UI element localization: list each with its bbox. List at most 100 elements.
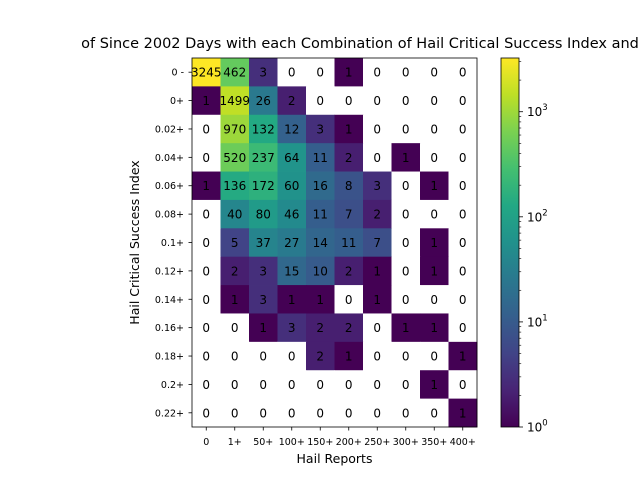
cell-value-label: 0 <box>430 208 438 222</box>
heatmap-cell <box>249 256 278 286</box>
cell-value-label: 0 <box>402 122 410 136</box>
heatmap-cell <box>192 86 221 116</box>
heatmap-cell <box>334 370 364 400</box>
cell-value-label: 1 <box>430 321 438 335</box>
cell-value-label: 0 <box>459 378 467 392</box>
y-tick-label: 0.12+ <box>155 266 184 277</box>
heatmap-cell <box>306 58 335 87</box>
cell-value-label: 0 <box>402 66 410 80</box>
cell-value-label: 0 <box>430 406 438 420</box>
heatmap-cell <box>448 199 478 229</box>
heatmap-cell <box>448 370 478 400</box>
cell-value-label: 1 <box>202 94 210 108</box>
heatmap-cell <box>363 398 392 428</box>
cell-value-label: 0 <box>430 151 438 165</box>
chart-title: of Since 2002 Days with each Combination… <box>81 36 639 52</box>
cell-value-label: 11 <box>341 236 356 250</box>
y-tick-label: 0.14+ <box>155 295 184 306</box>
heatmap-cell <box>306 398 335 428</box>
x-tick-label: 200+ <box>336 437 362 448</box>
cell-value-label: 2 <box>345 321 353 335</box>
cell-value-label: 0 <box>459 208 467 222</box>
heatmap-cell <box>249 370 278 400</box>
heatmap-cell <box>391 58 421 87</box>
heatmap-cell <box>306 171 335 201</box>
cell-value-label: 1 <box>430 236 438 250</box>
heatmap-cell <box>249 86 278 116</box>
heatmap-cell <box>306 143 335 172</box>
heatmap-cell <box>420 285 449 314</box>
cell-value-label: 0 <box>345 378 353 392</box>
heatmap-cell <box>391 256 421 286</box>
heatmap-cell <box>391 313 421 343</box>
colorbar-tick-label: 102 <box>527 208 548 224</box>
cell-value-label: 0 <box>402 378 410 392</box>
heatmap-cell <box>306 114 335 144</box>
cell-value-label: 1 <box>259 321 267 335</box>
heatmap-cell <box>192 341 221 371</box>
cell-value-label: 80 <box>256 208 271 222</box>
y-tick-label: 0.16+ <box>155 323 184 334</box>
x-axis-label: Hail Reports <box>297 451 373 466</box>
heatmap-cell <box>277 199 307 229</box>
heatmap-cell <box>306 199 335 229</box>
cell-value-label: 0 <box>373 378 381 392</box>
cell-value-label: 0 <box>202 293 210 307</box>
heatmap-cell <box>448 341 478 371</box>
cell-value-label: 0 <box>459 321 467 335</box>
heatmap-cell <box>277 228 307 258</box>
heatmap-cell <box>220 228 250 258</box>
heatmap-cell <box>448 171 478 201</box>
heatmap-cell <box>277 256 307 286</box>
cell-value-label: 2 <box>373 208 381 222</box>
heatmap-cell <box>448 58 478 87</box>
cell-value-label: 1 <box>373 264 381 278</box>
heatmap-cell <box>420 313 449 343</box>
heatmap-cell <box>391 228 421 258</box>
heatmap-cell <box>334 86 364 116</box>
cell-value-label: 0 <box>430 122 438 136</box>
heatmap-cell <box>220 171 250 201</box>
x-tick-label: 400+ <box>450 437 476 448</box>
heatmap-cell <box>391 86 421 116</box>
heatmap-cell <box>448 313 478 343</box>
cell-value-label: 0 <box>202 350 210 364</box>
heatmap-cell <box>391 143 421 172</box>
heatmap-cells <box>192 58 478 428</box>
cell-value-label: 0 <box>373 94 381 108</box>
heatmap-cell <box>192 370 221 400</box>
cell-value-label: 0 <box>402 293 410 307</box>
y-tick-label: 0.22+ <box>155 408 184 419</box>
heatmap-cell <box>448 285 478 314</box>
cell-value-label: 1 <box>316 293 324 307</box>
cell-value-label: 0 <box>402 264 410 278</box>
heatmap-cell <box>420 114 449 144</box>
heatmap-cell <box>277 398 307 428</box>
heatmap-cell <box>391 285 421 314</box>
heatmap-cell <box>249 228 278 258</box>
cell-value-label: 0 <box>288 406 296 420</box>
cell-value-label: 64 <box>284 151 299 165</box>
heatmap-cell <box>420 143 449 172</box>
cell-value-label: 0 <box>288 378 296 392</box>
cell-value-label: 0 <box>402 406 410 420</box>
heatmap-cell <box>306 313 335 343</box>
cell-value-label: 12 <box>284 122 299 136</box>
heatmap-cell <box>391 114 421 144</box>
cell-value-label: 3 <box>373 179 381 193</box>
cell-value-label: 0 <box>373 321 381 335</box>
heatmap-cell <box>363 313 392 343</box>
heatmap-cell <box>192 199 221 229</box>
heatmap-cell <box>420 171 449 201</box>
x-tick-label: 0 <box>203 437 209 448</box>
cell-value-label: 37 <box>256 236 271 250</box>
heatmap-cell <box>448 86 478 116</box>
heatmap-cell <box>220 341 250 371</box>
heatmap-cell <box>420 341 449 371</box>
cell-value-label: 0 <box>459 293 467 307</box>
heatmap-cell <box>306 228 335 258</box>
cell-value-label: 0 <box>202 321 210 335</box>
cell-value-label: 16 <box>313 179 328 193</box>
y-tick-label: 0.06+ <box>155 181 184 192</box>
heatmap-cell <box>277 370 307 400</box>
